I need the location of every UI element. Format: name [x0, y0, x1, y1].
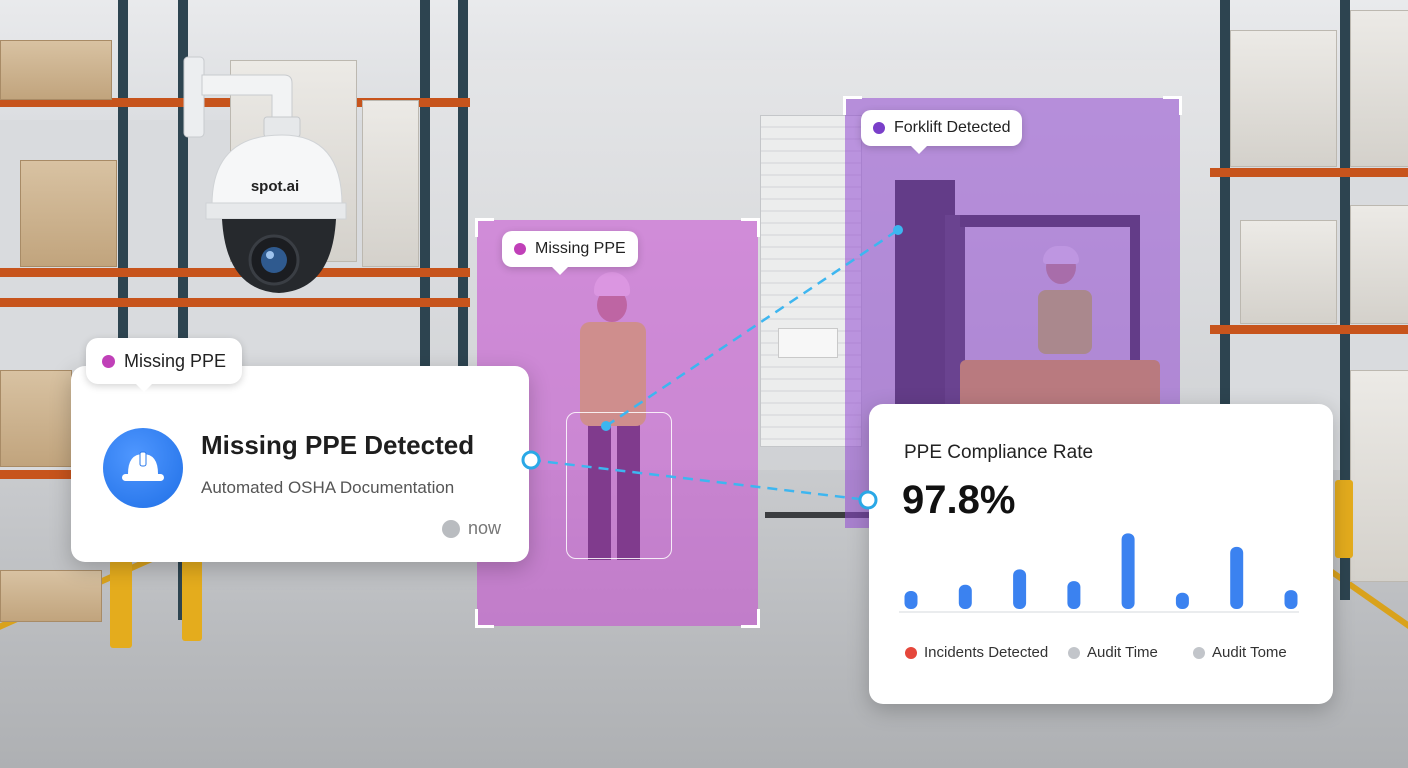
alert-subtitle: Automated OSHA Documentation [201, 478, 455, 497]
right-storage-rack [1210, 0, 1408, 620]
forklift-tag-label: Forklift Detected [894, 119, 1011, 136]
legend-item-incidents: Incidents Detected [905, 644, 1048, 661]
hard-hat-icon [103, 428, 183, 508]
chart-bar-8 [1284, 590, 1298, 609]
compliance-title: PPE Compliance Rate [904, 442, 1094, 463]
ppe-compliance-card[interactable]: PPE Compliance Rate 97.8% Incidents Dete… [869, 404, 1333, 704]
legend-item-audit-time: Audit Time [1068, 644, 1158, 661]
alert-tag-dot [102, 354, 115, 368]
chart-bar-2 [958, 584, 972, 609]
missing-ppe-tag[interactable]: Missing PPE [502, 231, 638, 275]
timestamp-dot [441, 519, 460, 538]
alert-time-label: now [467, 518, 501, 538]
chart-bar-7 [1230, 546, 1244, 609]
compliance-value: 97.8% [902, 478, 1016, 522]
chart-bar-5 [1121, 533, 1135, 609]
legend-dot [1068, 646, 1080, 659]
safety-bollard [182, 555, 202, 641]
chart-bar-6 [1175, 592, 1189, 609]
chart-bar-4 [1067, 581, 1081, 609]
alert-tag-label: Missing PPE [124, 350, 227, 371]
forklift-tag-dot [873, 122, 885, 134]
ppe-tag-dot [514, 243, 526, 255]
security-camera: spot.ai [183, 56, 347, 293]
door-window [778, 328, 838, 358]
legend-item-audit-tome: Audit Tome [1193, 644, 1287, 661]
alert-timestamp: now [441, 518, 501, 539]
alert-title: Missing PPE Detected [201, 430, 475, 460]
legend-dot [905, 646, 917, 659]
camera-brand-label: spot.ai [251, 178, 299, 195]
legend-dot [1193, 646, 1205, 659]
legend-label: Incidents Detected [924, 644, 1049, 661]
safety-bollard [110, 560, 132, 648]
chart-legend: Incidents Detected Audit Time Audit Tome [905, 644, 1325, 664]
safety-bollard [1335, 480, 1353, 558]
missing-ppe-alert-card[interactable]: Missing PPE Detected Automated OSHA Docu… [71, 366, 529, 562]
compliance-bar-chart [899, 533, 1299, 613]
forklift-fork [765, 512, 885, 518]
forklift-detected-tag[interactable]: Forklift Detected [861, 110, 1023, 154]
person-outline [566, 412, 672, 559]
ppe-tag-label: Missing PPE [535, 240, 626, 257]
alert-card-tag[interactable]: Missing PPE [86, 338, 243, 392]
legend-label: Audit Tome [1212, 644, 1287, 661]
legend-label: Audit Time [1087, 644, 1158, 661]
chart-bar-1 [904, 591, 918, 609]
chart-bar-3 [1013, 569, 1027, 609]
